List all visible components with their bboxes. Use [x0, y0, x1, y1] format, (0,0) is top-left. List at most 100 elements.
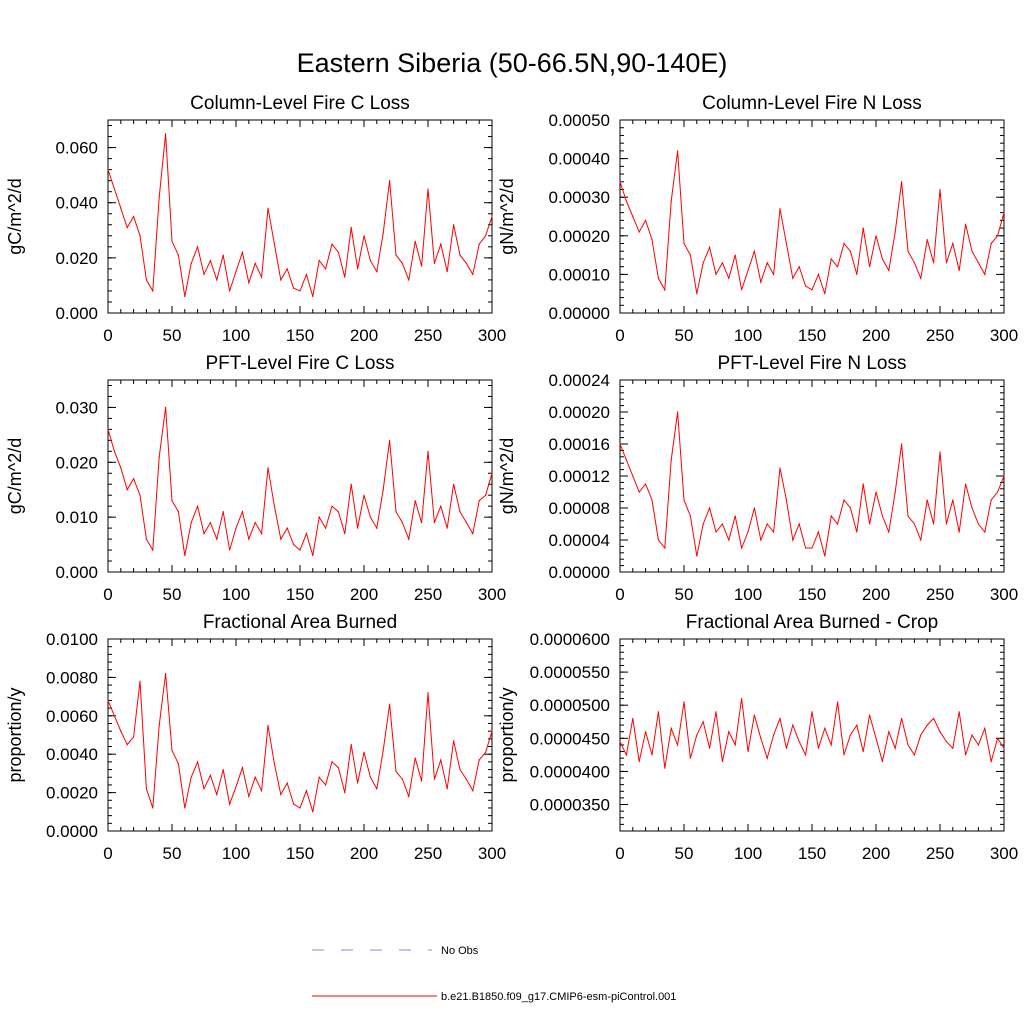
data-point — [286, 527, 288, 529]
y-axis-label: gN/m^2/d — [497, 438, 517, 514]
data-point — [939, 731, 941, 733]
data-point — [357, 268, 359, 270]
data-point — [222, 511, 224, 513]
legend-model-label: b.e21.B1850.f09_g17.CMIP6-esm-piControl.… — [441, 991, 676, 1003]
data-point — [984, 273, 986, 275]
data-point — [843, 754, 845, 756]
data-point — [203, 273, 205, 275]
series-line — [107, 133, 493, 297]
data-point — [491, 730, 493, 732]
data-point — [107, 169, 109, 171]
data-point — [856, 273, 858, 275]
data-point — [241, 251, 243, 253]
data-point — [254, 262, 256, 264]
data-point — [299, 290, 301, 292]
data-point — [485, 235, 487, 237]
y-tick-label: 0.0080 — [46, 668, 98, 687]
data-point — [875, 737, 877, 739]
data-point — [382, 232, 384, 234]
data-point — [817, 273, 820, 275]
data-point — [293, 543, 295, 546]
data-point — [305, 533, 307, 535]
data-point — [619, 181, 621, 183]
data-point — [689, 515, 692, 517]
data-point — [939, 451, 941, 453]
data-point — [421, 522, 423, 524]
data-point — [702, 721, 704, 723]
y-tick-label: 0.0000600 — [530, 630, 610, 649]
data-point — [408, 795, 410, 798]
data-point — [113, 450, 115, 452]
y-tick-label: 0.00000 — [549, 304, 610, 323]
data-point — [344, 792, 346, 794]
data-point — [862, 483, 864, 485]
data-point — [664, 547, 666, 549]
data-point — [203, 533, 205, 535]
y-tick-label: 0.00040 — [549, 150, 610, 169]
data-point — [760, 539, 762, 541]
data-point — [363, 494, 365, 496]
data-point — [952, 242, 954, 245]
data-point — [280, 793, 282, 796]
data-point — [702, 262, 704, 264]
data-point — [945, 523, 948, 525]
data-point — [267, 724, 269, 727]
data-point — [830, 258, 832, 260]
data-point — [984, 727, 986, 729]
data-point — [325, 268, 327, 270]
data-point — [997, 491, 999, 493]
data-point — [350, 226, 352, 229]
data-point — [209, 774, 211, 776]
chart-title: Fractional Area Burned — [203, 612, 397, 633]
data-point — [261, 276, 263, 278]
data-point — [222, 768, 224, 771]
data-point — [875, 491, 877, 493]
data-point — [190, 262, 192, 264]
data-point — [421, 265, 423, 267]
data-point — [465, 522, 467, 524]
data-point — [184, 807, 186, 809]
data-point — [408, 538, 410, 540]
data-point — [753, 250, 756, 252]
y-tick-label: 0.0000400 — [530, 762, 610, 781]
data-point — [427, 450, 429, 452]
data-point — [753, 507, 756, 509]
data-point — [165, 133, 167, 135]
data-point — [926, 239, 928, 241]
data-point — [133, 215, 135, 218]
data-point — [677, 411, 679, 413]
data-point — [920, 277, 922, 279]
x-tick-label: 250 — [414, 844, 442, 863]
data-point — [120, 207, 122, 209]
data-point — [184, 554, 186, 557]
chart-panel-bottom-left: Fractional Area Burned 0 50 100 150 200 250 300… — [5, 612, 506, 863]
data-point — [869, 523, 871, 525]
data-point — [312, 811, 314, 813]
data-point — [715, 531, 717, 533]
data-point — [677, 744, 679, 746]
data-point — [376, 788, 378, 790]
data-point — [126, 489, 128, 491]
data-point — [280, 538, 282, 540]
data-point — [472, 273, 474, 275]
data-point — [881, 515, 884, 517]
data-point — [933, 262, 935, 264]
legend-no-obs-label: No Obs — [441, 945, 479, 957]
y-axis-label: gC/m^2/d — [5, 438, 25, 514]
data-point — [721, 262, 724, 264]
data-point — [459, 768, 461, 771]
series-line — [619, 411, 1005, 557]
data-point — [305, 790, 307, 792]
data-point — [344, 533, 346, 535]
data-point — [446, 271, 448, 273]
data-point — [856, 531, 858, 533]
data-point — [293, 803, 295, 805]
data-point — [286, 782, 288, 784]
data-point — [760, 737, 762, 739]
data-point — [632, 475, 634, 477]
data-point — [958, 711, 960, 713]
data-point — [638, 231, 640, 233]
data-point — [197, 761, 199, 763]
chart-title: PFT-Level Fire C Loss — [206, 353, 395, 374]
